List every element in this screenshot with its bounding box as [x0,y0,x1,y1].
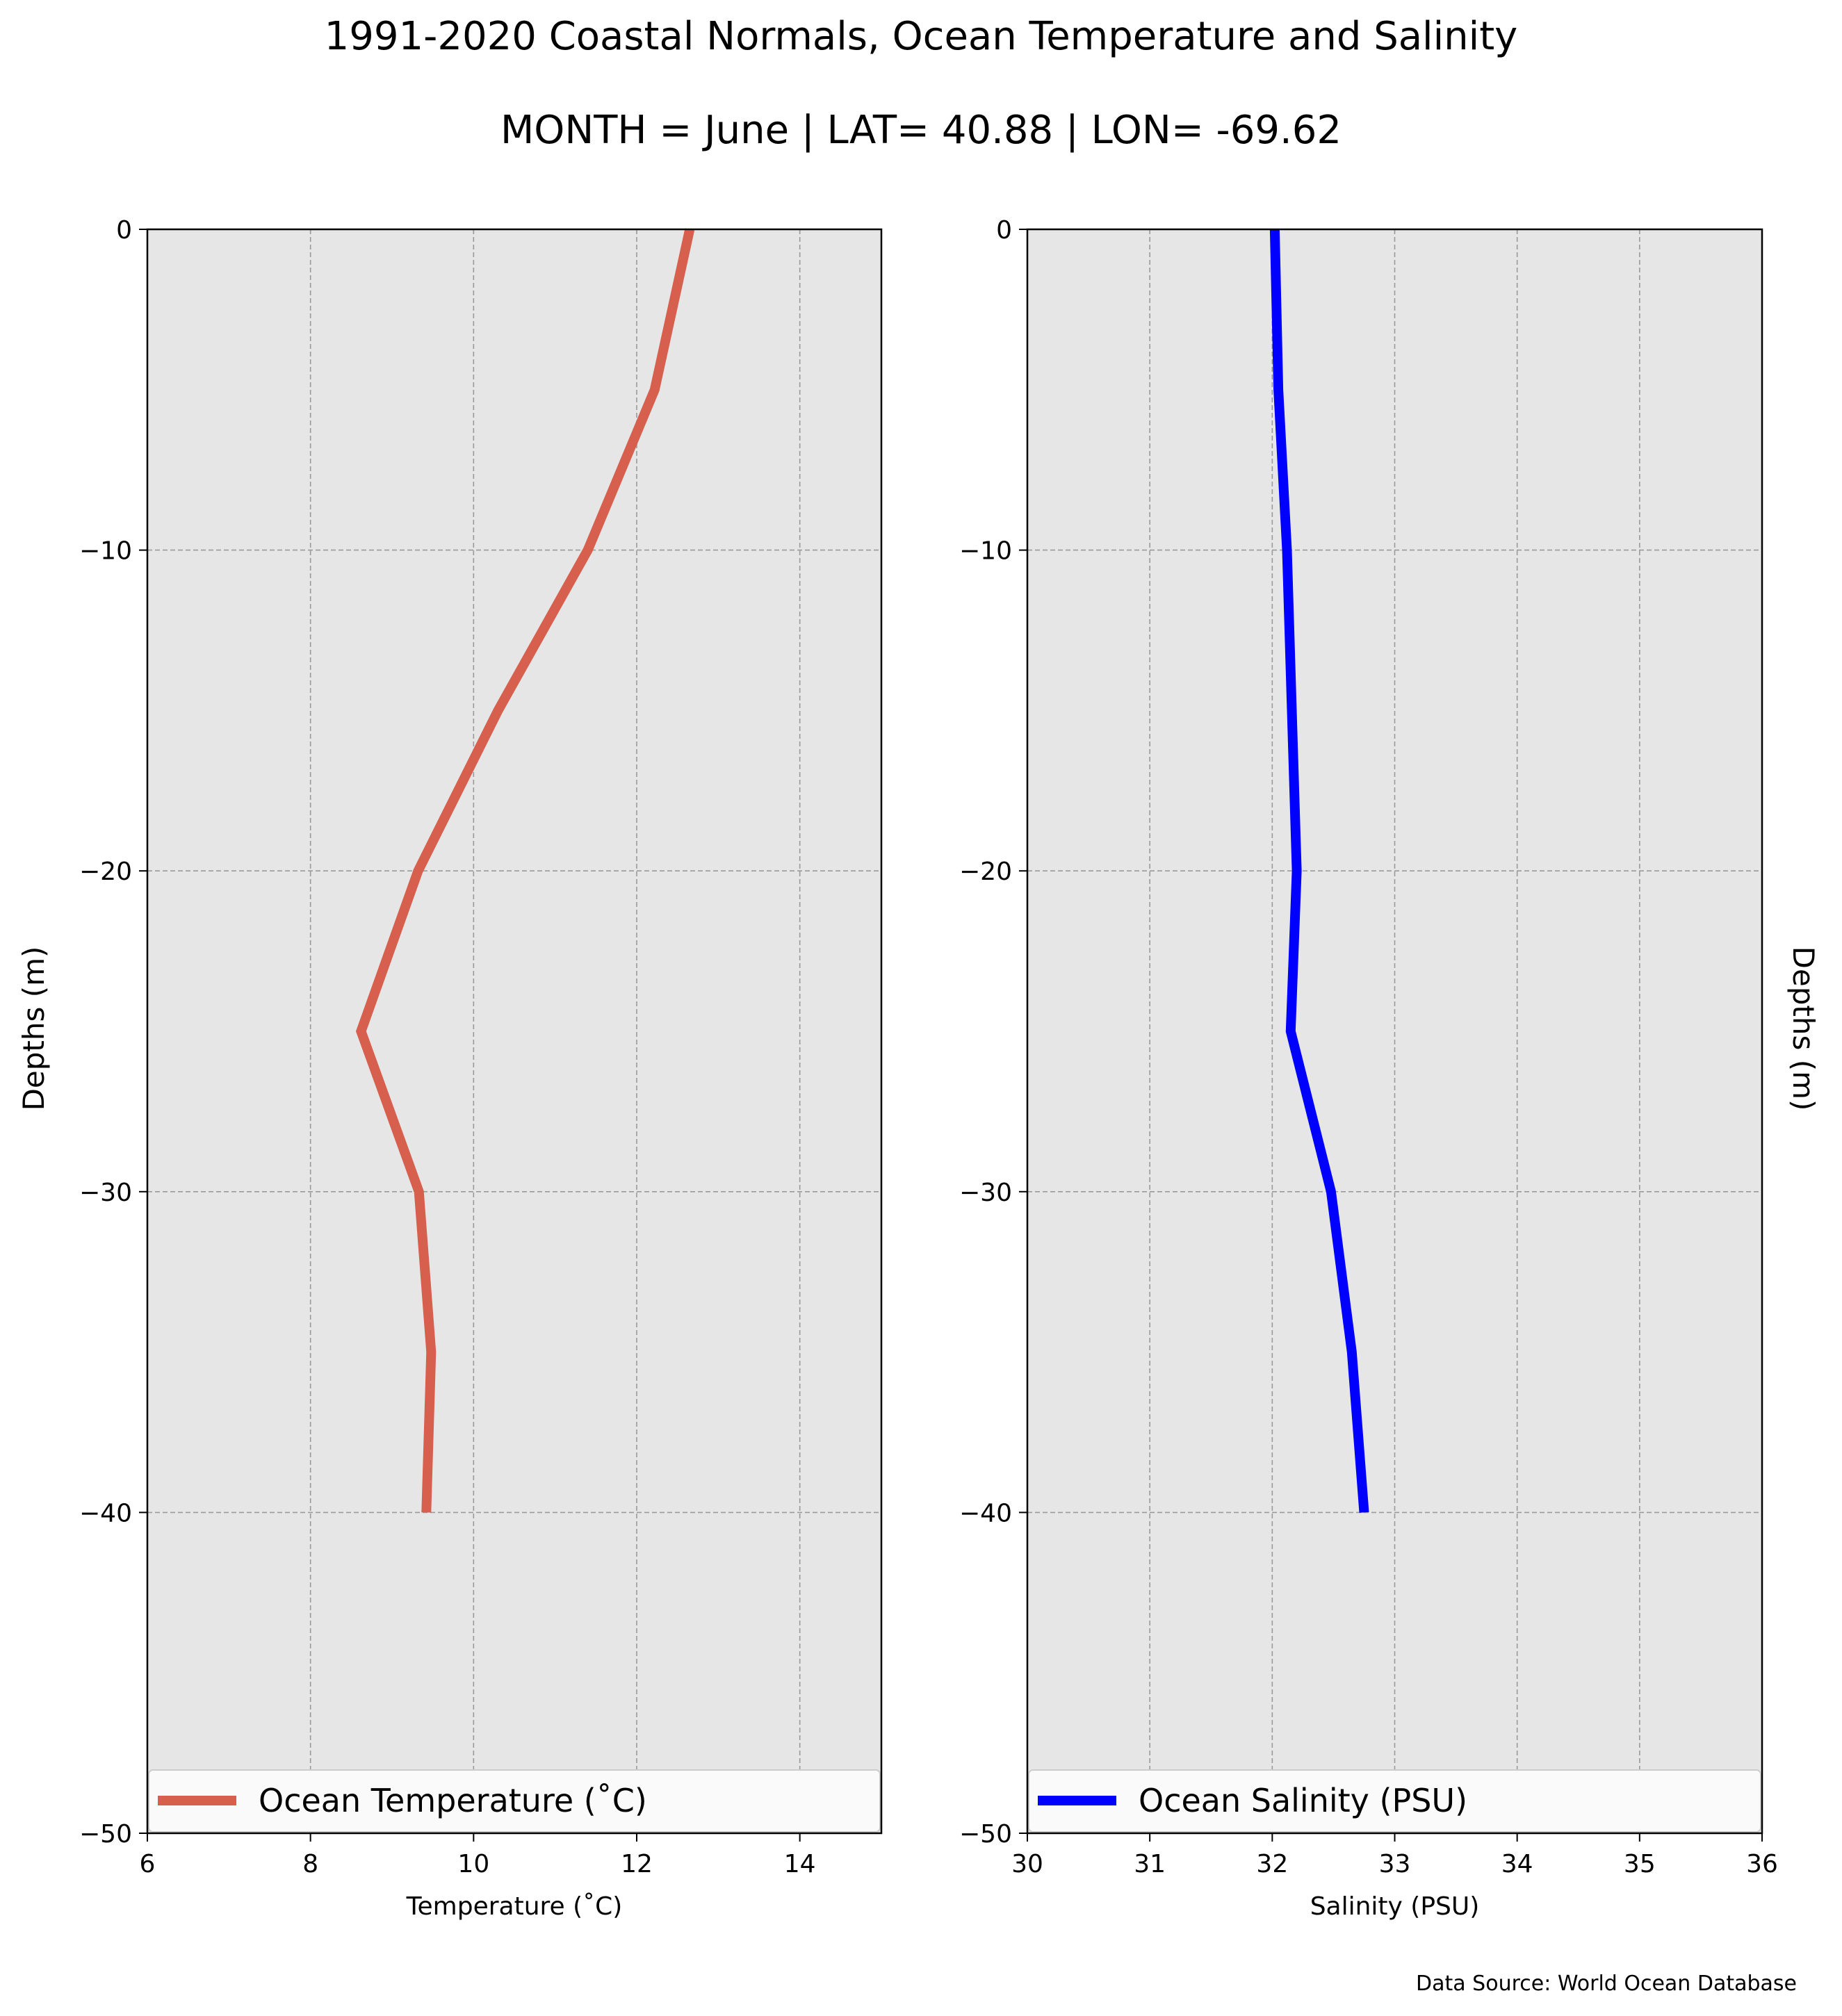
x-tick-label: 33 [1379,1850,1411,1878]
x-tick-label: 32 [1256,1850,1288,1878]
y-tick-label: −20 [79,858,132,886]
x-tick-label: 30 [1011,1850,1043,1878]
legend: Ocean Salinity (PSU) [1028,1769,1761,1833]
y-axis-label-left: Depths (m) [17,946,51,1111]
y-tick-label: −30 [79,1179,132,1207]
salinity-panel: Ocean Salinity (PSU) 30 31 32 33 34 35 36 0 −10 −2… [959,216,1778,1921]
y-tick-label: −50 [959,1820,1012,1849]
x-tick-label: 31 [1134,1850,1166,1878]
x-axis-label: Temperature (˚C) [406,1892,623,1921]
salinity-series-line [1269,229,1369,1513]
temperature-series-line [355,228,695,1513]
legend: Ocean Temperature (˚C) [148,1769,881,1833]
legend-box [1028,1769,1761,1833]
y-tick-label: −10 [959,537,1012,566]
x-tick-label: 36 [1746,1850,1778,1878]
y-tick-label: −10 [79,537,132,566]
x-tick-label: 10 [457,1850,489,1878]
chart-title: 1991-2020 Coastal Normals, Ocean Tempera… [324,14,1518,59]
legend-label: Ocean Temperature (˚C) [259,1782,647,1819]
y-tick-label: −30 [959,1179,1012,1207]
x-tick-label: 12 [621,1850,653,1878]
y-tick-label: 0 [116,216,132,245]
x-tick-label: 14 [784,1850,816,1878]
x-axis-label: Salinity (PSU) [1310,1892,1480,1921]
y-tick-label: −40 [959,1499,1012,1527]
legend-box [148,1769,881,1833]
y-tick-label: 0 [996,216,1012,245]
x-tick-label: 35 [1624,1850,1656,1878]
legend-label: Ocean Salinity (PSU) [1139,1782,1467,1819]
temperature-panel: Ocean Temperature (˚C) 6 8 10 12 14 0 −10 −20 −30… [79,216,883,1921]
y-tick-label: −40 [79,1499,132,1527]
y-tick-label: −50 [79,1820,132,1849]
axes-frame [146,228,883,1835]
y-axis-label-right: Depths (m) [1786,946,1820,1111]
x-tick-label: 8 [302,1850,318,1878]
plot-area [1027,229,1762,1833]
x-tick-label: 6 [140,1850,156,1878]
data-source-note: Data Source: World Ocean Database [1416,1972,1797,1996]
y-tick-label: −20 [959,858,1012,886]
plot-area [147,229,881,1833]
x-tick-label: 34 [1501,1850,1533,1878]
chart-subtitle: MONTH = June | LAT= 40.88 | LON= -69.62 [500,108,1342,153]
